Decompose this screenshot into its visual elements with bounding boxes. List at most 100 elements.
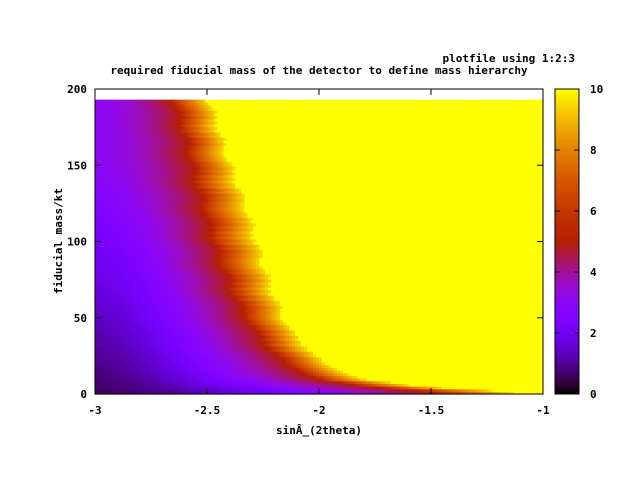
heatmap-cell <box>205 359 210 363</box>
heatmap-cell <box>286 356 290 360</box>
heatmap-cell <box>462 332 466 336</box>
heatmap-cell <box>384 367 389 371</box>
heatmap-cell <box>531 377 535 382</box>
heatmap-cell <box>483 337 487 342</box>
heatmap-cell <box>217 337 222 342</box>
heatmap-cell <box>462 305 466 309</box>
heatmap-cell <box>187 324 192 328</box>
heatmap-cell <box>283 385 287 390</box>
heatmap-cell <box>112 324 117 328</box>
heatmap-cell <box>133 337 138 342</box>
heatmap-cell <box>244 340 248 344</box>
heatmap-cell <box>432 308 437 312</box>
heatmap-cell <box>450 385 454 390</box>
heatmap-cell <box>492 340 496 344</box>
heatmap-cell <box>330 327 335 331</box>
heatmap-cell <box>432 313 437 318</box>
heatmap-cell <box>354 319 359 323</box>
heatmap-cell <box>324 316 329 320</box>
heatmap-cell <box>534 335 538 339</box>
heatmap-cell <box>342 383 347 387</box>
heatmap-cell <box>145 324 150 328</box>
heatmap-cell <box>393 361 398 366</box>
heatmap-cell <box>441 321 446 326</box>
heatmap-cell <box>399 377 404 382</box>
heatmap-cell <box>160 319 165 323</box>
heatmap-cell <box>232 311 236 315</box>
heatmap-cell <box>408 380 413 384</box>
heatmap-cell <box>220 319 225 323</box>
heatmap-cell <box>151 361 156 366</box>
heatmap-cell <box>142 356 147 360</box>
heatmap-cell <box>148 332 153 336</box>
heatmap-cell <box>271 353 275 358</box>
heatmap-cell <box>241 369 245 374</box>
heatmap-cell <box>525 316 529 320</box>
heatmap-cell <box>501 377 505 382</box>
heatmap-cell <box>196 383 201 387</box>
heatmap-cell <box>175 380 180 384</box>
heatmap-cell <box>510 388 514 392</box>
heatmap-cell <box>426 321 431 326</box>
heatmap-cell <box>121 369 126 374</box>
heatmap-cell <box>420 351 425 355</box>
heatmap-cell <box>420 353 425 358</box>
heatmap-cell <box>408 337 413 342</box>
heatmap-cell <box>405 385 410 390</box>
heatmap-cell <box>426 380 431 384</box>
heatmap-cell <box>307 308 311 312</box>
heatmap-cell <box>504 319 508 323</box>
heatmap-cell <box>501 391 505 395</box>
heatmap-cell <box>262 383 266 387</box>
heatmap-cell <box>495 361 499 366</box>
heatmap-cell <box>196 367 201 371</box>
heatmap-cell <box>145 335 150 339</box>
heatmap-cell <box>133 332 138 336</box>
heatmap-cell <box>103 372 108 376</box>
heatmap-cell <box>142 391 147 395</box>
heatmap-cell <box>348 340 353 344</box>
heatmap-cell <box>450 364 454 368</box>
heatmap-cell <box>411 361 416 366</box>
heatmap-cell <box>286 375 290 379</box>
heatmap-cell <box>250 348 254 352</box>
heatmap-cell <box>301 337 305 342</box>
heatmap-cell <box>495 356 499 360</box>
heatmap-cell <box>286 308 290 312</box>
heatmap-cell <box>531 321 535 326</box>
heatmap-cell <box>115 353 120 358</box>
heatmap-cell <box>510 335 514 339</box>
heatmap-cell <box>244 380 248 384</box>
heatmap-cell <box>97 337 102 342</box>
heatmap-cell <box>214 337 219 342</box>
heatmap-cell <box>163 356 168 360</box>
heatmap-cell <box>528 380 532 384</box>
heatmap-cell <box>486 359 490 363</box>
heatmap-cell <box>336 375 341 379</box>
heatmap-cell <box>408 313 413 318</box>
heatmap-cell <box>333 380 338 384</box>
heatmap-cell <box>95 369 99 374</box>
heatmap-cell <box>492 359 496 363</box>
heatmap-cell <box>483 377 487 382</box>
heatmap-cell <box>477 324 481 328</box>
heatmap-cell <box>453 369 457 374</box>
heatmap-cell <box>244 367 248 371</box>
heatmap-cell <box>130 340 135 344</box>
heatmap-cell <box>336 369 341 374</box>
heatmap-cell <box>184 324 189 328</box>
heatmap-cell <box>109 359 114 363</box>
heatmap-cell <box>286 343 290 347</box>
heatmap-cell <box>444 372 449 376</box>
heatmap-cell <box>277 343 281 347</box>
heatmap-cell <box>121 359 126 363</box>
heatmap-cell <box>447 388 452 392</box>
heatmap-cell <box>399 311 404 315</box>
heatmap-cell <box>324 388 329 392</box>
heatmap-cell <box>130 316 135 320</box>
heatmap-cell <box>304 308 308 312</box>
heatmap-cell <box>298 391 302 395</box>
heatmap-cell <box>280 375 284 379</box>
heatmap-cell <box>190 369 195 374</box>
heatmap-cell <box>480 383 484 387</box>
